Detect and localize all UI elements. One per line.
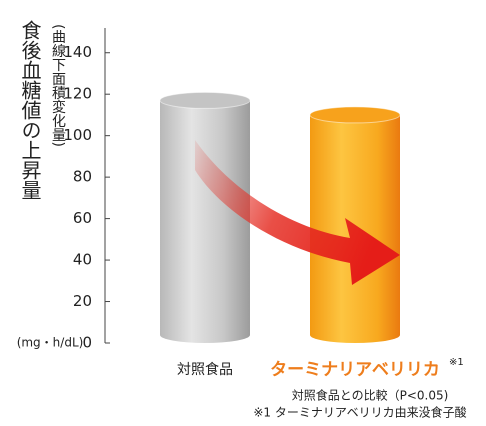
y-tick-label: 140 [63,43,92,61]
y-tick-label: 40 [73,251,92,269]
footnote: ※1 ターミナリアベリリカ由来没食子酸 [253,405,466,420]
category-label: ターミナリアベリリカ [270,360,440,380]
y-tick-label: 60 [73,209,92,227]
category-note: ※1 [449,357,464,368]
y-axis-subtitle: (曲線下面積変化量) [50,24,66,147]
bar-top [159,91,251,109]
bar-top [309,106,401,124]
trend-arrow [195,140,400,285]
footnote: 対照食品との比較（P<0.05) [292,388,449,403]
y-tick-label: 80 [73,168,92,186]
unit-label: (mg・h/dL) [17,336,84,350]
category-label: 対照食品 [177,361,233,378]
y-axis-title: 食後血糖値の上昇量 [18,20,42,200]
bar [160,100,250,335]
y-tick-label: 20 [73,292,92,310]
y-tick-label: 0 [82,334,92,352]
y-tick-label: 120 [63,85,92,103]
y-tick-label: 100 [63,126,92,144]
